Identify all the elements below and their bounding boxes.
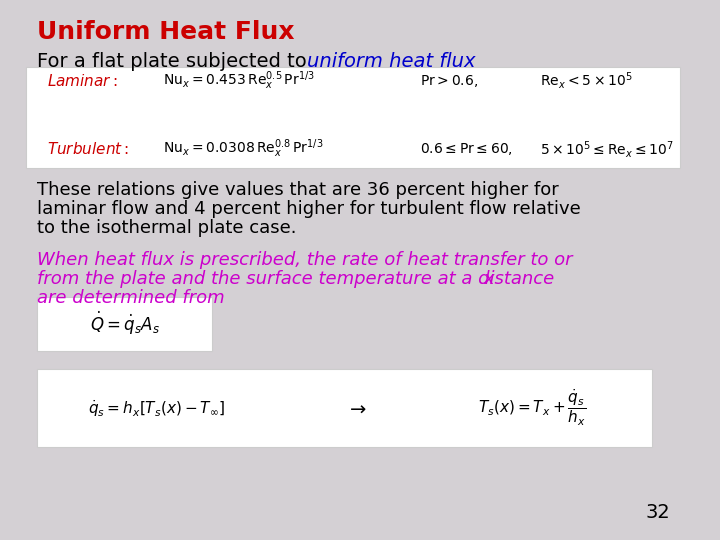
Text: $\dot{q}_s = h_x[T_s(x) - T_\infty]$: $\dot{q}_s = h_x[T_s(x) - T_\infty]$	[88, 397, 225, 418]
Text: x: x	[483, 270, 494, 288]
Text: When heat flux is prescribed, the rate of heat transfer to or: When heat flux is prescribed, the rate o…	[37, 251, 572, 269]
Text: $\mathrm{Pr} > 0.6,$: $\mathrm{Pr} > 0.6,$	[420, 73, 478, 89]
Text: For a flat plate subjected to: For a flat plate subjected to	[37, 52, 312, 71]
Text: $\rightarrow$: $\rightarrow$	[346, 399, 367, 417]
Text: are determined from: are determined from	[37, 289, 224, 307]
Text: laminar flow and 4 percent higher for turbulent flow relative: laminar flow and 4 percent higher for tu…	[37, 200, 580, 218]
Text: $5 \times 10^5 \leq \mathrm{Re}_x \leq 10^7$: $5 \times 10^5 \leq \mathrm{Re}_x \leq 1…	[539, 139, 673, 160]
Text: to the isothermal plate case.: to the isothermal plate case.	[37, 219, 296, 237]
Text: uniform heat flux: uniform heat flux	[307, 52, 476, 71]
Text: 32: 32	[645, 503, 670, 523]
Text: $\mathrm{Nu}_x = 0.453\,\mathrm{Re}_x^{0.5}\,\mathrm{Pr}^{1/3}$: $\mathrm{Nu}_x = 0.453\,\mathrm{Re}_x^{0…	[163, 70, 315, 92]
FancyBboxPatch shape	[37, 297, 212, 350]
Text: $\dot{Q} = \dot{q}_s A_s$: $\dot{Q} = \dot{q}_s A_s$	[89, 310, 160, 338]
Text: from the plate and the surface temperature at a distance: from the plate and the surface temperatu…	[37, 270, 559, 288]
FancyBboxPatch shape	[26, 67, 680, 168]
FancyBboxPatch shape	[37, 369, 652, 447]
Text: $0.6 \leq \mathrm{Pr} \leq 60,$: $0.6 \leq \mathrm{Pr} \leq 60,$	[420, 141, 513, 157]
Text: $\mathrm{Nu}_x = 0.0308\,\mathrm{Re}_x^{0.8}\,\mathrm{Pr}^{1/3}$: $\mathrm{Nu}_x = 0.0308\,\mathrm{Re}_x^{…	[163, 138, 324, 160]
Text: $\mathit{Laminar:}$: $\mathit{Laminar:}$	[47, 73, 117, 89]
Text: These relations give values that are 36 percent higher for: These relations give values that are 36 …	[37, 181, 558, 199]
Text: $T_s(x) = T_x + \dfrac{\dot{q}_s}{h_x}$: $T_s(x) = T_x + \dfrac{\dot{q}_s}{h_x}$	[479, 388, 587, 428]
Text: $\mathit{Turbulent:}$: $\mathit{Turbulent:}$	[47, 141, 130, 157]
Text: Uniform Heat Flux: Uniform Heat Flux	[37, 20, 294, 44]
Text: $\mathrm{Re}_x < 5 \times 10^5$: $\mathrm{Re}_x < 5 \times 10^5$	[539, 70, 632, 91]
